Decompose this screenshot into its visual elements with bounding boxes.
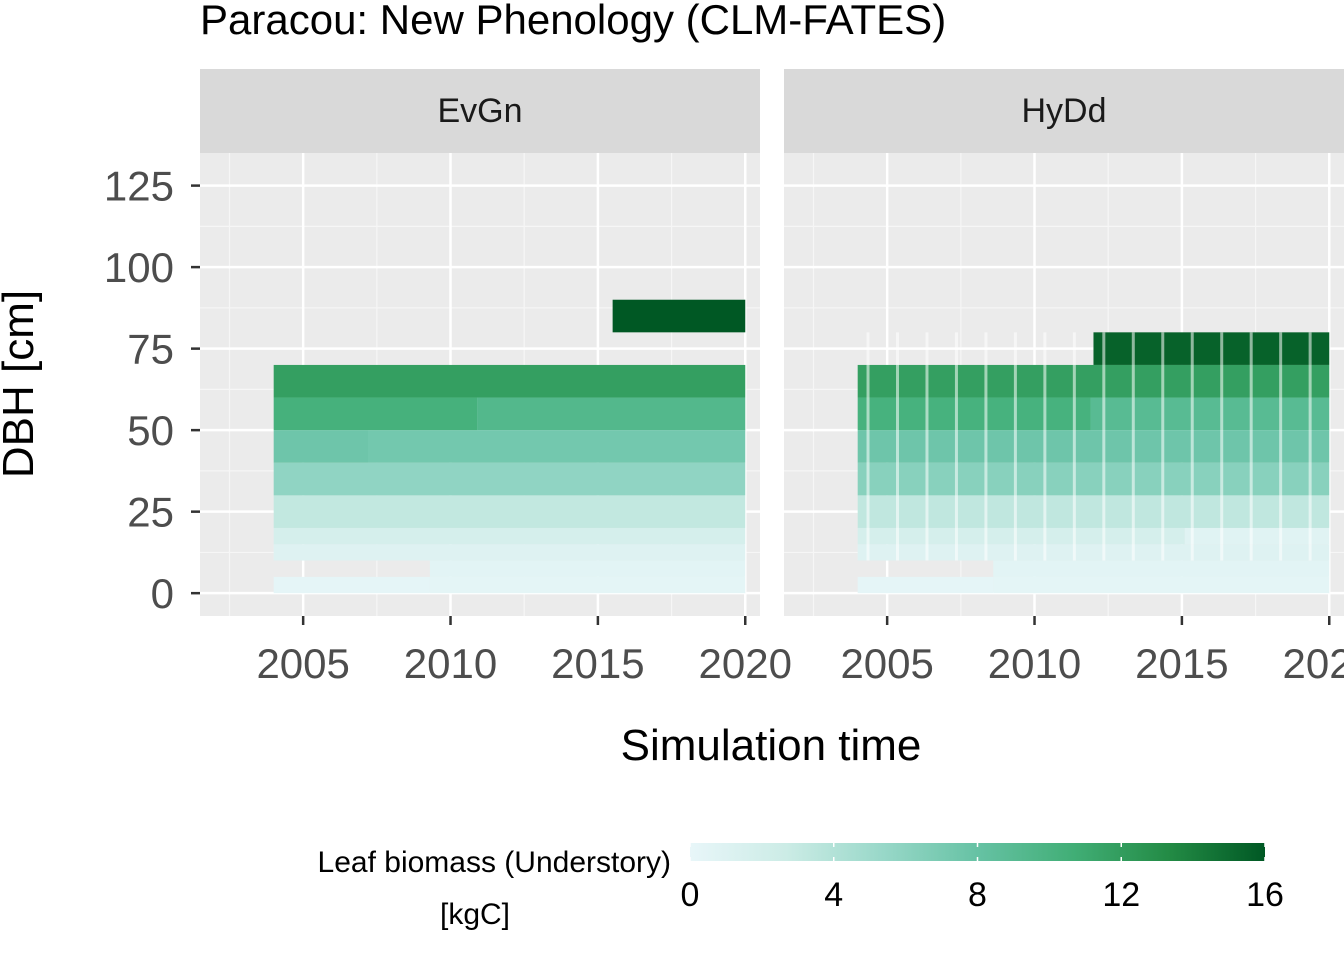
y-tick-label: 50 bbox=[127, 407, 174, 454]
y-tick-label: 75 bbox=[127, 326, 174, 373]
colorbar-legend: Leaf biomass (Understory) [kgC] 0 4 8 12 16 bbox=[318, 843, 1284, 931]
colorbar-tick-label: 0 bbox=[681, 876, 700, 914]
heatmap-gap bbox=[866, 332, 870, 561]
heatmap-gap bbox=[1013, 332, 1017, 561]
heatmap-gap bbox=[1131, 332, 1135, 561]
heatmap-cell bbox=[1093, 332, 1330, 365]
colorbar-tick-label: 16 bbox=[1246, 876, 1284, 914]
y-tick-label: 100 bbox=[104, 244, 174, 291]
heatmap-cell bbox=[273, 544, 746, 561]
facet-panels: EvGn HyDd bbox=[200, 69, 1344, 616]
facet-evgn: EvGn bbox=[200, 69, 760, 616]
heatmap-gap bbox=[1190, 332, 1194, 561]
y-axis-label: DBH [cm] bbox=[0, 290, 43, 478]
x-tick-label: 2005 bbox=[256, 640, 349, 687]
x-tick-label: 2015 bbox=[551, 640, 644, 687]
y-axis: 0 25 50 75 100 125 bbox=[104, 163, 200, 617]
heatmap-cell bbox=[273, 462, 746, 496]
heatmap-cell bbox=[273, 576, 430, 594]
colorbar-tick-label: 4 bbox=[824, 876, 843, 914]
facet-strip bbox=[784, 69, 1344, 153]
heatmap-cell bbox=[273, 430, 368, 463]
colorbar-tick-label: 8 bbox=[968, 876, 987, 914]
x-axes: 2005 2010 2015 2020 2005 2010 2015 2020 bbox=[256, 616, 1344, 687]
heatmap-cell bbox=[857, 576, 994, 594]
x-tick-label: 2020 bbox=[1283, 640, 1344, 687]
heatmap-gap bbox=[1279, 332, 1283, 561]
colorbar bbox=[690, 843, 1265, 861]
y-tick-label: 0 bbox=[151, 570, 174, 617]
heatmap-cell bbox=[1090, 397, 1330, 431]
heatmap-cell bbox=[612, 299, 746, 333]
facet-strip-label: HyDd bbox=[1021, 92, 1106, 130]
heatmap-gap bbox=[954, 332, 958, 561]
heatmap-gap bbox=[1308, 332, 1312, 561]
heatmap-gap bbox=[984, 332, 988, 561]
heatmap-cell bbox=[273, 364, 746, 398]
facet-strip bbox=[200, 69, 760, 153]
x-tick-label: 2020 bbox=[699, 640, 792, 687]
heatmap-cell bbox=[857, 397, 1091, 431]
heatmap-cell bbox=[273, 397, 478, 431]
heatmap-cell bbox=[857, 527, 1185, 545]
heatmap-cell bbox=[429, 560, 746, 577]
colorbar-title-line1: Leaf biomass (Understory) bbox=[318, 846, 671, 879]
heatmap-cell bbox=[1184, 527, 1330, 545]
x-axis-label: Simulation time bbox=[621, 721, 922, 770]
y-tick-label: 125 bbox=[104, 163, 174, 210]
heatmap-gap bbox=[925, 332, 929, 561]
heatmap-cell bbox=[993, 576, 1330, 594]
heatmap-cell bbox=[477, 397, 746, 431]
heatmap-cell bbox=[273, 527, 746, 545]
heatmap-gap bbox=[896, 332, 899, 561]
heatmap-cell bbox=[273, 495, 746, 528]
colorbar-tick-label: 12 bbox=[1102, 876, 1140, 914]
y-tick-label: 25 bbox=[127, 489, 174, 536]
heatmap-gap bbox=[1161, 332, 1165, 561]
colorbar-title-line2: [kgC] bbox=[440, 898, 510, 931]
heatmap-cell bbox=[993, 560, 1330, 577]
chart-title: Paracou: New Phenology (CLM-FATES) bbox=[200, 0, 946, 43]
heatmap-gap bbox=[1102, 332, 1106, 561]
facet-strip-label: EvGn bbox=[437, 92, 522, 130]
colorbar-ticks: 0 4 8 12 16 bbox=[681, 843, 1284, 914]
x-tick-label: 2005 bbox=[840, 640, 933, 687]
x-tick-label: 2015 bbox=[1135, 640, 1228, 687]
facet-hydd: HyDd bbox=[784, 69, 1344, 616]
heatmap-gap bbox=[1249, 332, 1253, 561]
x-tick-label: 2010 bbox=[404, 640, 497, 687]
heatmap-gap bbox=[1220, 332, 1224, 561]
heatmap-gap bbox=[1072, 332, 1076, 561]
heatmap-cell bbox=[368, 430, 746, 463]
heatmap-cell bbox=[429, 576, 746, 594]
heatmap-gap bbox=[1043, 332, 1047, 561]
heatmap-cell bbox=[857, 544, 1330, 561]
x-tick-label: 2010 bbox=[988, 640, 1081, 687]
